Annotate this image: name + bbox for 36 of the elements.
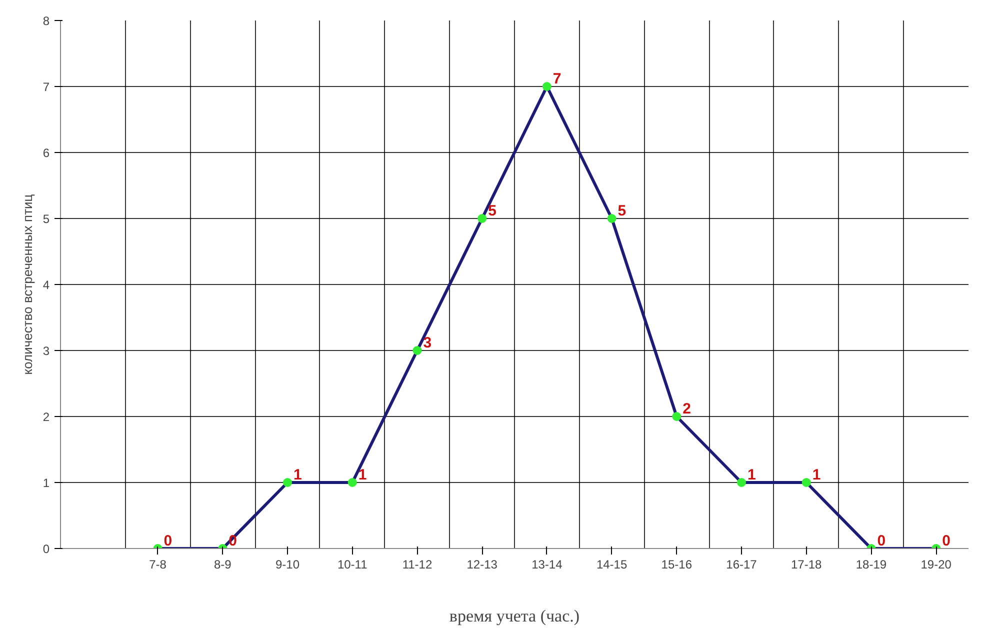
x-axis-title: время учета (час.) [449, 606, 580, 626]
data-label: 1 [748, 466, 756, 484]
y-tick-label: 7 [42, 80, 50, 94]
data-label: 5 [488, 202, 496, 220]
data-label: 5 [618, 202, 626, 220]
x-tick-label: 15-16 [661, 558, 692, 572]
x-tick-label: 12-13 [466, 558, 498, 572]
y-tick-label: 8 [42, 14, 50, 28]
y-tick-label: 3 [42, 344, 50, 358]
data-label: 1 [812, 466, 821, 484]
data-label: 3 [423, 334, 432, 352]
data-label: 1 [294, 466, 302, 484]
x-tick-label: 14-15 [596, 558, 628, 572]
y-tick-label: 2 [42, 410, 50, 424]
x-tick-label: 13-14 [532, 558, 563, 572]
x-tick-label: 18-19 [856, 558, 887, 572]
x-tick-label: 9-10 [275, 558, 300, 572]
x-tick-label: 7-8 [149, 558, 167, 572]
x-tick-label: 8-9 [214, 558, 232, 572]
x-tick-label: 19-20 [920, 558, 952, 572]
y-tick-label: 1 [42, 476, 50, 490]
x-tick-label: 17-18 [791, 558, 822, 572]
y-tick-label: 5 [42, 212, 50, 226]
data-label: 1 [358, 466, 367, 484]
data-label: 0 [164, 532, 172, 550]
y-tick-label: 6 [42, 146, 50, 160]
data-label: 0 [942, 532, 950, 550]
x-tick-label: 11-12 [402, 558, 432, 572]
data-label: 2 [682, 400, 691, 418]
x-tick-label: 16-17 [726, 558, 758, 572]
y-tick-label: 4 [42, 278, 50, 292]
y-axis-title: количество встреченных птиц [20, 194, 35, 375]
x-tick-label: 10-11 [337, 558, 368, 572]
data-label: 7 [552, 70, 562, 88]
y-tick-label: 0 [42, 542, 50, 556]
data-label: 0 [877, 532, 886, 550]
